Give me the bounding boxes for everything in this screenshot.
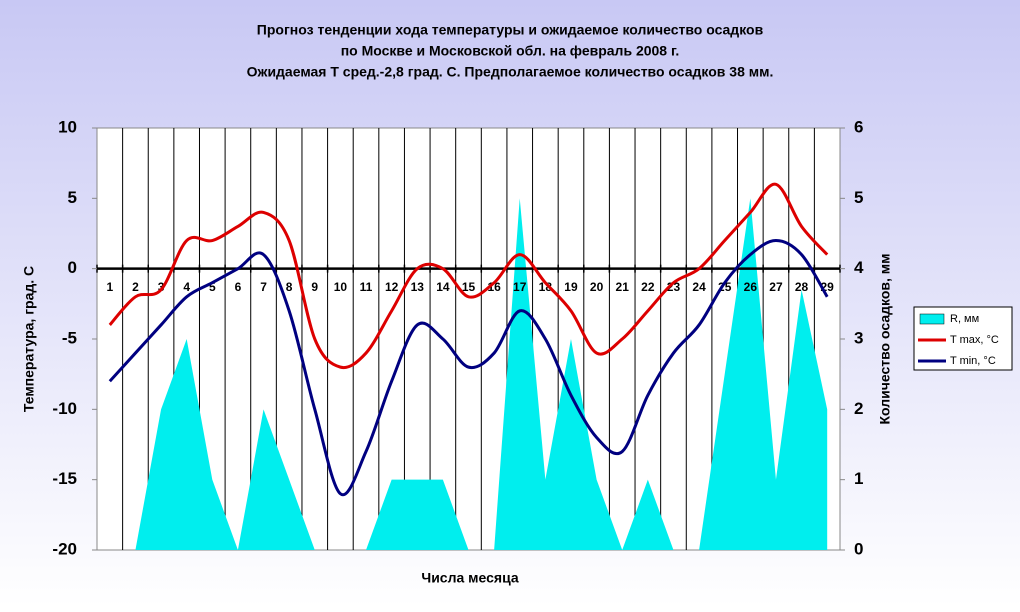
x-tick-label: 26: [744, 280, 758, 294]
x-tick-label: 12: [385, 280, 399, 294]
line: [108, 239, 829, 497]
x-tick-label: 11: [360, 280, 373, 294]
x-tick-label: 3: [158, 280, 165, 294]
y2-tick-label: 0: [854, 539, 863, 558]
x-tick-label: 6: [235, 280, 242, 294]
y2-axis-title: Количество осадков, мм: [877, 254, 893, 425]
x-tick-label: 4: [183, 280, 190, 294]
x-tick-label: 16: [487, 280, 501, 294]
x-tick-label: 27: [769, 280, 783, 294]
y-tick-label: -15: [52, 469, 77, 488]
line: [108, 182, 829, 370]
area: [109, 198, 828, 551]
y-tick-label: 5: [68, 188, 77, 207]
x-tick-label: 19: [564, 280, 578, 294]
y-tick-label: -20: [52, 539, 77, 558]
x-tick-label: 10: [334, 280, 348, 294]
x-tick-label: 9: [311, 280, 318, 294]
y2-tick-label: 4: [854, 258, 864, 277]
title-line: по Москве и Московской обл. на февраль 2…: [341, 43, 680, 59]
y-axis-title: Температура, град. С: [21, 266, 37, 412]
title-line: Ожидаемая Т сред.-2,8 град. С. Предполаг…: [247, 64, 774, 80]
x-tick-label: 17: [513, 280, 527, 294]
y-tick-label: -5: [62, 328, 77, 347]
y2-tick-label: 2: [854, 399, 863, 418]
title-line: Прогноз тенденции хода температуры и ожи…: [257, 22, 764, 38]
x-tick-label: 20: [590, 280, 604, 294]
y2-tick-label: 6: [854, 117, 863, 136]
x-tick-label: 2: [132, 280, 139, 294]
legend-swatch: [919, 313, 945, 325]
legend-label: R, мм: [950, 313, 979, 325]
y2-tick-label: 1: [854, 469, 863, 488]
y-tick-label: -10: [52, 399, 77, 418]
x-tick-label: 22: [641, 280, 655, 294]
legend-label: T min, °C: [950, 355, 996, 367]
x-tick-label: 14: [436, 280, 450, 294]
legend-label: T max, °C: [950, 334, 999, 346]
x-tick-label: 21: [616, 280, 630, 294]
x-tick-label: 7: [260, 280, 267, 294]
y-tick-label: 0: [68, 258, 77, 277]
x-tick-label: 8: [286, 280, 293, 294]
y-tick-label: 10: [58, 117, 77, 136]
x-axis-title: Числа месяца: [421, 570, 518, 586]
y2-tick-label: 5: [854, 188, 863, 207]
x-tick-label: 28: [795, 280, 809, 294]
x-tick-label: 24: [692, 280, 706, 294]
x-tick-label: 18: [539, 280, 553, 294]
x-tick-label: 23: [667, 280, 681, 294]
y2-tick-label: 3: [854, 328, 863, 347]
x-tick-label: 5: [209, 280, 216, 294]
x-tick-label: 1: [106, 280, 113, 294]
x-tick-label: 13: [411, 280, 425, 294]
x-tick-label: 15: [462, 280, 476, 294]
